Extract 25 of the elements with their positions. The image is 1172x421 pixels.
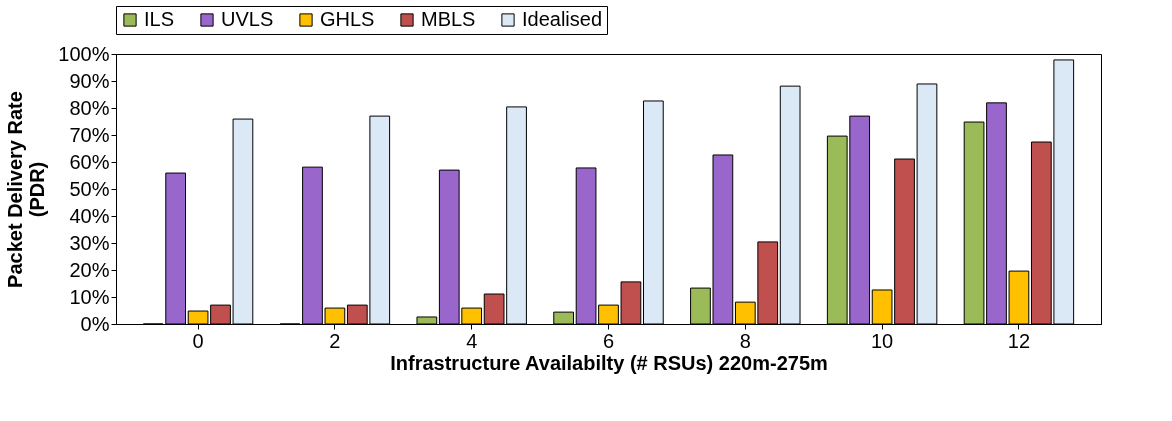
y-tick-label: 10% — [69, 285, 110, 308]
x-tick-label: 12 — [1007, 329, 1031, 352]
legend-label: UVLS — [221, 8, 274, 30]
y-tick-label: 30% — [69, 231, 110, 254]
x-tick-label: 0 — [192, 329, 204, 352]
y-tick-label: 20% — [69, 258, 110, 281]
legend-label: GHLS — [320, 8, 375, 30]
x-tick-label: 4 — [466, 329, 478, 352]
y-tick-label: 80% — [69, 96, 110, 119]
y-tick-label: 100% — [58, 42, 110, 65]
y-tick-label: 50% — [69, 177, 110, 200]
x-tick-label: 2 — [329, 329, 341, 352]
x-axis-title: Infrastructure Availabilty (# RSUs) 220m-275m — [390, 351, 828, 374]
x-tick-label: 6 — [602, 329, 615, 352]
y-axis-title: Packet Delivery Rate (PDR) — [4, 91, 49, 288]
legend-label: Idealised — [522, 8, 603, 30]
y-tick-label: 0% — [80, 312, 110, 335]
y-tick-label: 70% — [69, 123, 110, 146]
legend-label: ILS — [144, 8, 175, 30]
y-tick-label: 90% — [69, 69, 110, 92]
y-tick-label: 40% — [69, 204, 110, 227]
x-tick-label: 10 — [870, 329, 894, 352]
y-tick-label: 60% — [69, 150, 110, 173]
legend-label: MBLS — [421, 8, 476, 30]
x-tick-label: 8 — [739, 329, 751, 352]
